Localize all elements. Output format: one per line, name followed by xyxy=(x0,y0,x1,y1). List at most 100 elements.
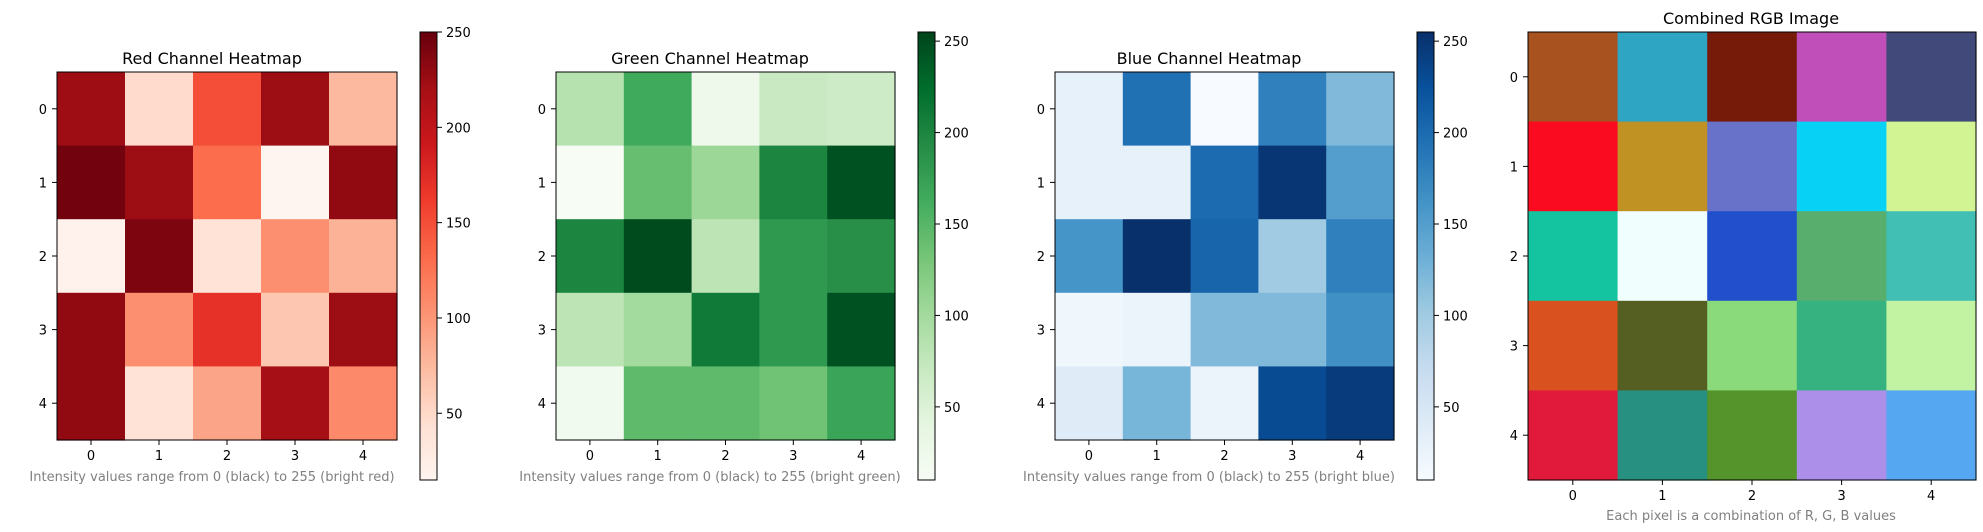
blue-colorbar-tick-label-3: 200 xyxy=(1443,127,1468,142)
red-cell-0-0 xyxy=(57,72,126,147)
blue-y-tick-label-3: 3 xyxy=(1037,324,1045,339)
red-x-tick-label-3: 3 xyxy=(291,449,299,464)
green-cell-4-4 xyxy=(827,366,896,441)
blue-channel-panel: Blue Channel Heatmap 0 1 2 3 4 0 1 2 3 4 Intensit… xyxy=(1023,31,1468,485)
rgb-cell-4-2 xyxy=(1707,390,1798,481)
green-colorbar xyxy=(917,31,936,481)
red-cell-3-4 xyxy=(329,292,398,367)
blue-cell-0-2 xyxy=(1190,72,1259,147)
green-y-tick-label-2: 2 xyxy=(538,250,546,265)
rgb-cell-4-1 xyxy=(1617,390,1708,481)
rgb-cell-0-0 xyxy=(1528,32,1619,123)
blue-cell-3-2 xyxy=(1190,292,1259,367)
green-cell-1-3 xyxy=(759,145,828,220)
red-colorbar-tick-label-2: 150 xyxy=(446,217,471,232)
blue-cell-4-2 xyxy=(1190,366,1259,441)
rgb-cell-2-3 xyxy=(1796,211,1887,302)
red-y-tick-label-2: 2 xyxy=(39,250,47,265)
green-cell-2-1 xyxy=(623,219,693,294)
rgb-x-tick-label-3: 3 xyxy=(1837,489,1845,504)
green-colorbar-tick-label-4: 250 xyxy=(944,35,969,50)
green-cell-0-0 xyxy=(556,72,625,147)
combined-rgb-panel: Combined RGB Image 0 1 2 3 4 0 1 2 3 4 Each pixel… xyxy=(1510,9,1977,524)
green-cell-0-3 xyxy=(759,72,828,147)
rgb-cell-4-0 xyxy=(1528,390,1619,481)
red-cell-1-4 xyxy=(329,145,398,220)
blue-cell-2-4 xyxy=(1326,219,1395,294)
blue-cell-4-4 xyxy=(1326,366,1395,441)
rgb-cell-1-4 xyxy=(1886,121,1977,212)
red-cell-0-1 xyxy=(125,72,194,147)
blue-cell-2-2 xyxy=(1190,219,1259,294)
red-x-tick-label-1: 1 xyxy=(155,449,163,464)
green-y-tick-label-3: 3 xyxy=(538,324,546,339)
green-cell-3-3 xyxy=(759,292,828,367)
blue-cell-1-2 xyxy=(1190,145,1259,220)
blue-chart-title: Blue Channel Heatmap xyxy=(1117,49,1302,68)
rgb-cell-4-4 xyxy=(1886,390,1977,481)
green-y-tick-label-0: 0 xyxy=(538,103,546,118)
blue-cell-1-1 xyxy=(1122,145,1192,220)
green-cell-0-2 xyxy=(691,72,760,147)
green-cell-1-4 xyxy=(827,145,896,220)
blue-colorbar xyxy=(1416,31,1435,481)
red-cell-2-1 xyxy=(125,219,194,294)
red-cell-4-0 xyxy=(57,366,126,441)
red-y-tick-label-4: 4 xyxy=(39,397,47,412)
green-y-tick-label-1: 1 xyxy=(538,176,546,191)
blue-y-tick-label-0: 0 xyxy=(1037,103,1045,118)
blue-y-tick-label-4: 4 xyxy=(1037,397,1045,412)
blue-cell-0-0 xyxy=(1055,72,1124,147)
green-cell-3-4 xyxy=(827,292,896,367)
blue-cell-4-3 xyxy=(1258,366,1327,441)
rgb-cell-1-0 xyxy=(1528,121,1619,212)
blue-cell-2-1 xyxy=(1122,219,1192,294)
rgb-chart-caption: Each pixel is a combination of R, G, B v… xyxy=(1606,509,1896,524)
blue-cell-4-0 xyxy=(1055,366,1124,441)
rgb-x-tick-label-1: 1 xyxy=(1658,489,1666,504)
green-cell-4-1 xyxy=(623,366,693,441)
blue-cell-2-0 xyxy=(1055,219,1124,294)
green-cell-1-1 xyxy=(623,145,693,220)
green-cell-4-0 xyxy=(556,366,625,441)
green-colorbar-tick-label-1: 100 xyxy=(944,309,969,324)
blue-y-tick-label-2: 2 xyxy=(1037,250,1045,265)
rgb-cell-0-4 xyxy=(1886,32,1977,123)
red-chart-title: Red Channel Heatmap xyxy=(122,49,302,68)
red-cell-4-2 xyxy=(193,366,262,441)
red-cell-3-2 xyxy=(193,292,262,367)
green-cell-3-0 xyxy=(556,292,625,367)
green-cell-4-3 xyxy=(759,366,828,441)
rgb-cell-2-4 xyxy=(1886,211,1977,302)
green-x-tick-label-3: 3 xyxy=(789,449,797,464)
green-cell-3-2 xyxy=(691,292,760,367)
blue-cell-0-4 xyxy=(1326,72,1395,147)
red-y-tick-label-3: 3 xyxy=(39,324,47,339)
blue-chart-caption: Intensity values range from 0 (black) to… xyxy=(1023,470,1395,485)
green-cell-1-2 xyxy=(691,145,760,220)
rgb-cell-1-2 xyxy=(1707,121,1798,212)
blue-colorbar-tick-label-4: 250 xyxy=(1443,35,1468,50)
rgb-cell-1-1 xyxy=(1617,121,1708,212)
blue-x-tick-label-0: 0 xyxy=(1085,449,1093,464)
blue-x-tick-label-1: 1 xyxy=(1153,449,1161,464)
rgb-cell-3-1 xyxy=(1617,300,1708,391)
rgb-y-tick-label-1: 1 xyxy=(1510,160,1518,175)
blue-cell-3-0 xyxy=(1055,292,1124,367)
rgb-cell-3-4 xyxy=(1886,300,1977,391)
red-cell-1-1 xyxy=(125,145,194,220)
red-colorbar-tick-label-1: 100 xyxy=(446,312,471,327)
green-cell-2-2 xyxy=(691,219,760,294)
green-cell-3-1 xyxy=(623,292,693,367)
blue-cell-3-1 xyxy=(1122,292,1192,367)
rgb-y-tick-label-3: 3 xyxy=(1510,340,1518,355)
green-chart-caption: Intensity values range from 0 (black) to… xyxy=(519,470,900,485)
red-channel-panel: Red Channel Heatmap 0 1 2 3 4 0 1 2 3 4 Intensity… xyxy=(29,26,470,485)
green-cell-2-3 xyxy=(759,219,828,294)
rgb-cell-3-2 xyxy=(1707,300,1798,391)
rgb-cell-0-1 xyxy=(1617,32,1708,123)
rgb-cell-0-3 xyxy=(1796,32,1887,123)
red-chart-caption: Intensity values range from 0 (black) to… xyxy=(29,470,394,485)
green-x-tick-label-0: 0 xyxy=(586,449,594,464)
